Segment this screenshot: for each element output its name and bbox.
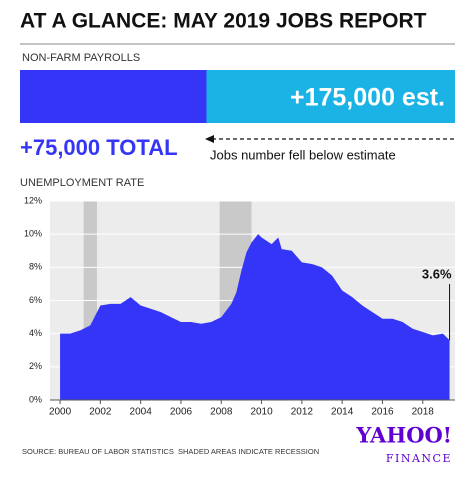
x-tick-label: 2000 (49, 407, 72, 418)
y-tick-label: 2% (29, 361, 42, 371)
y-tick-label: 0% (29, 394, 42, 404)
page-title: AT A GLANCE: MAY 2019 JOBS REPORT (20, 10, 427, 33)
x-tick-label: 2012 (291, 407, 314, 418)
actual-label: +75,000 TOTAL (20, 135, 178, 160)
y-tick-label: 4% (29, 328, 42, 338)
actual-bar (20, 70, 207, 123)
x-tick-label: 2008 (210, 407, 233, 418)
x-tick-label: 2010 (250, 407, 273, 418)
y-tick-label: 8% (29, 262, 42, 272)
x-tick-label: 2002 (89, 407, 112, 418)
y-tick-label: 10% (24, 229, 42, 239)
x-tick-label: 2018 (412, 407, 435, 418)
bar-chart-title: NON-FARM PAYROLLS (22, 52, 140, 64)
x-tick-label: 2014 (331, 407, 354, 418)
y-tick-label: 6% (29, 295, 42, 305)
x-tick-label: 2016 (371, 407, 394, 418)
recession-note: SHADED AREAS INDICATE RECESSION (178, 447, 319, 456)
last-label: 3.6% (422, 266, 452, 281)
annotation-arrow (205, 135, 214, 143)
area-chart-title: UNEMPLOYMENT RATE (20, 177, 144, 189)
y-tick-label: 12% (24, 195, 42, 205)
area-fill (60, 234, 450, 400)
estimate-label: +175,000 est. (290, 84, 445, 112)
x-tick-label: 2004 (130, 407, 153, 418)
x-tick-label: 2006 (170, 407, 193, 418)
source: SOURCE: BUREAU OF LABOR STATISTICS (22, 447, 174, 456)
logo: YAHOO! (355, 423, 452, 448)
annotation: Jobs number fell below estimate (210, 147, 396, 162)
logo-sub: FINANCE (386, 452, 452, 465)
